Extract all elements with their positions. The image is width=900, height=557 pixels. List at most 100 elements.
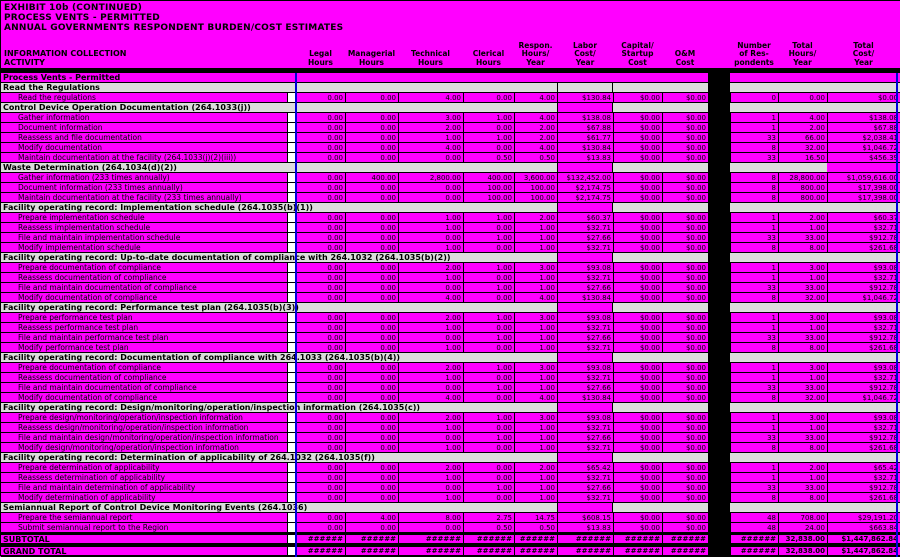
respondent-hours-year-cell[interactable]: 1.00 <box>514 243 557 252</box>
number-of-respondents-cell[interactable]: 8 <box>730 343 778 352</box>
technical-hours-cell[interactable]: 1.00 <box>398 373 463 382</box>
number-of-respondents-cell[interactable]: ###### <box>730 547 778 555</box>
section-labor-cost-cell[interactable] <box>557 203 613 212</box>
process-vents-band-label[interactable]: Process Vents - Permitted <box>1 73 708 82</box>
section-total-hours-cell[interactable] <box>778 453 827 462</box>
respondent-hours-year-cell[interactable]: 2.00 <box>514 213 557 222</box>
number-of-respondents-cell[interactable]: 33 <box>730 133 778 142</box>
total-label[interactable]: SUBTOTAL <box>1 535 288 543</box>
technical-hours-cell[interactable]: 4.00 <box>398 143 463 152</box>
number-of-respondents-cell[interactable]: 1 <box>730 473 778 482</box>
respondent-hours-year-cell[interactable]: 1.00 <box>514 383 557 392</box>
total-hours-year-cell[interactable]: 66.00 <box>778 133 827 142</box>
respondent-hours-year-cell[interactable]: 14.75 <box>514 513 557 522</box>
om-cost-cell[interactable]: $0.00 <box>662 243 708 252</box>
clerical-hours-cell[interactable]: 1.00 <box>463 133 514 142</box>
labor-cost-year-cell[interactable]: $32.71 <box>557 423 613 432</box>
respondent-hours-year-cell[interactable]: 3.00 <box>514 263 557 272</box>
clerical-hours-cell[interactable]: 1.00 <box>463 283 514 292</box>
respondent-hours-year-cell[interactable]: 2.00 <box>514 463 557 472</box>
activity-label[interactable]: File and maintain performance test plan <box>1 333 288 342</box>
om-cost-cell[interactable]: $0.00 <box>662 363 708 372</box>
labor-cost-year-cell[interactable]: $93.08 <box>557 263 613 272</box>
labor-cost-year-cell[interactable]: $27.66 <box>557 483 613 492</box>
om-cost-cell[interactable]: $0.00 <box>662 333 708 342</box>
number-of-respondents-cell[interactable]: 1 <box>730 463 778 472</box>
capital-startup-cost-cell[interactable]: $0.00 <box>613 443 662 452</box>
legal-hours-cell[interactable]: 0.00 <box>296 513 345 522</box>
total-cost-year-cell[interactable]: $2,038.41 <box>827 133 900 142</box>
clerical-hours-cell[interactable]: 1.00 <box>463 213 514 222</box>
total-cost-year-cell[interactable]: $1,059,616.00 <box>827 173 900 182</box>
om-cost-cell[interactable]: $0.00 <box>662 433 708 442</box>
respondent-hours-year-cell[interactable]: 4.00 <box>514 113 557 122</box>
managerial-hours-cell[interactable]: 0.00 <box>345 223 398 232</box>
technical-hours-cell[interactable]: 0.00 <box>398 433 463 442</box>
om-cost-cell[interactable]: $0.00 <box>662 173 708 182</box>
number-of-respondents-cell[interactable]: 1 <box>730 263 778 272</box>
legal-hours-cell[interactable]: 0.00 <box>296 313 345 322</box>
technical-hours-cell[interactable]: 1.00 <box>398 473 463 482</box>
clerical-hours-cell[interactable]: 0.00 <box>463 423 514 432</box>
number-of-respondents-cell[interactable]: 8 <box>730 173 778 182</box>
legal-hours-cell[interactable]: 0.00 <box>296 233 345 242</box>
total-cost-year-cell[interactable]: $912.78 <box>827 383 900 392</box>
activity-label[interactable]: File and maintain determination of appli… <box>1 483 288 492</box>
technical-hours-cell[interactable]: 2.00 <box>398 463 463 472</box>
technical-hours-cell[interactable]: 0.00 <box>398 523 463 532</box>
number-of-respondents-cell[interactable]: ###### <box>730 535 778 543</box>
section-labor-cost-cell[interactable] <box>557 253 613 262</box>
respondent-hours-year-cell[interactable]: 4.00 <box>514 143 557 152</box>
clerical-hours-cell[interactable]: 0.00 <box>463 493 514 502</box>
total-hours-year-cell[interactable]: 8.00 <box>778 443 827 452</box>
legal-hours-cell[interactable]: 0.00 <box>296 243 345 252</box>
activity-label[interactable]: Modify documentation <box>1 143 288 152</box>
om-cost-cell[interactable]: $0.00 <box>662 473 708 482</box>
capital-startup-cost-cell[interactable]: $0.00 <box>613 293 662 302</box>
total-hours-year-cell[interactable]: 32.00 <box>778 393 827 402</box>
respondent-hours-year-cell[interactable]: 0.50 <box>514 523 557 532</box>
section-respondents-cell[interactable] <box>730 253 778 262</box>
om-cost-cell[interactable]: $0.00 <box>662 233 708 242</box>
total-hours-year-cell[interactable]: 800.00 <box>778 193 827 202</box>
labor-cost-year-cell[interactable]: $32.71 <box>557 373 613 382</box>
section-capital-om-cells[interactable] <box>613 353 708 362</box>
clerical-hours-cell[interactable]: 0.00 <box>463 323 514 332</box>
number-of-respondents-cell[interactable]: 1 <box>730 313 778 322</box>
technical-hours-cell[interactable]: 1.00 <box>398 133 463 142</box>
clerical-hours-cell[interactable]: ###### <box>463 535 514 543</box>
number-of-respondents-cell[interactable]: 1 <box>730 123 778 132</box>
clerical-hours-cell[interactable]: 0.00 <box>463 343 514 352</box>
clerical-hours-cell[interactable]: 0.00 <box>463 293 514 302</box>
section-capital-om-cells[interactable] <box>613 403 708 412</box>
section-labor-cost-cell[interactable] <box>557 163 613 172</box>
legal-hours-cell[interactable]: 0.00 <box>296 343 345 352</box>
clerical-hours-cell[interactable]: 0.00 <box>463 143 514 152</box>
total-cost-year-cell[interactable]: $32.71 <box>827 423 900 432</box>
labor-cost-year-cell[interactable]: $32.71 <box>557 223 613 232</box>
clerical-hours-cell[interactable]: 0.00 <box>463 223 514 232</box>
respondent-hours-year-cell[interactable]: 1.00 <box>514 483 557 492</box>
number-of-respondents-cell[interactable]: 1 <box>730 213 778 222</box>
legal-hours-cell[interactable]: 0.00 <box>296 443 345 452</box>
section-capital-om-cells[interactable] <box>613 453 708 462</box>
om-cost-cell[interactable]: $0.00 <box>662 223 708 232</box>
om-cost-cell[interactable]: $0.00 <box>662 133 708 142</box>
section-total-cost-cell[interactable] <box>827 353 900 362</box>
activity-label[interactable]: File and maintain documentation of compl… <box>1 383 288 392</box>
om-cost-cell[interactable]: $0.00 <box>662 143 708 152</box>
legal-hours-cell[interactable]: 0.00 <box>296 153 345 162</box>
clerical-hours-cell[interactable]: 1.00 <box>463 413 514 422</box>
clerical-hours-cell[interactable]: 0.50 <box>463 523 514 532</box>
section-labor-cost-cell[interactable] <box>557 403 613 412</box>
total-hours-year-cell[interactable]: 1.00 <box>778 473 827 482</box>
managerial-hours-cell[interactable]: 0.00 <box>345 293 398 302</box>
activity-label[interactable]: Modify determination of applicability <box>1 493 288 502</box>
section-respondents-cell[interactable] <box>730 403 778 412</box>
managerial-hours-cell[interactable]: 0.00 <box>345 113 398 122</box>
activity-label[interactable]: Maintain documentation at the facility (… <box>1 193 288 202</box>
managerial-hours-cell[interactable]: 0.00 <box>345 433 398 442</box>
total-hours-year-cell[interactable]: 33.00 <box>778 483 827 492</box>
labor-cost-year-cell[interactable]: ###### <box>557 535 613 543</box>
managerial-hours-cell[interactable]: 0.00 <box>345 523 398 532</box>
